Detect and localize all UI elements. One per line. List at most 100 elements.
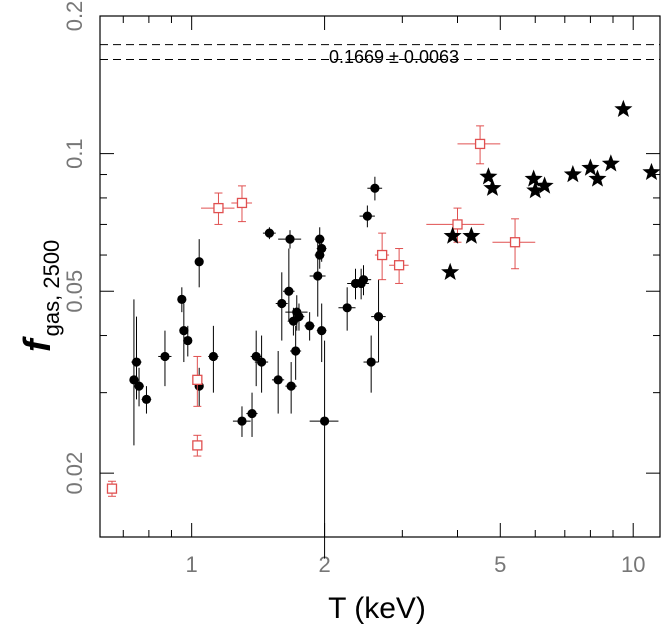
circle-marker bbox=[286, 381, 296, 391]
data-point-star bbox=[483, 178, 502, 196]
data-point-square bbox=[106, 480, 118, 497]
circle-marker bbox=[273, 375, 283, 385]
data-point-circle bbox=[129, 299, 139, 446]
x-tick-label: 1 bbox=[186, 552, 198, 577]
star-marker bbox=[563, 165, 582, 183]
circle-marker bbox=[237, 416, 247, 426]
data-point-circle bbox=[304, 312, 315, 341]
circle-marker bbox=[256, 357, 267, 367]
circle-marker bbox=[183, 335, 193, 346]
star-marker bbox=[441, 262, 460, 280]
data-point-circle bbox=[316, 236, 327, 262]
data-point-circle bbox=[371, 279, 386, 363]
circle-marker bbox=[131, 357, 142, 367]
data-point-star bbox=[462, 226, 481, 244]
data-point-star bbox=[581, 158, 600, 176]
y-axis-title: fgas, 2500 bbox=[17, 240, 64, 352]
circle-marker bbox=[317, 243, 327, 254]
data-point-circle bbox=[367, 176, 383, 201]
data-point-circle bbox=[183, 325, 193, 357]
data-point-circle bbox=[355, 265, 372, 296]
square-marker bbox=[192, 374, 203, 385]
plot-frame bbox=[99, 15, 661, 538]
square-marker bbox=[236, 197, 248, 209]
data-point-star bbox=[526, 181, 545, 199]
star-marker bbox=[462, 226, 481, 244]
data-point-square bbox=[389, 248, 409, 284]
circle-marker bbox=[291, 346, 301, 356]
square-marker bbox=[192, 440, 203, 451]
square-marker bbox=[106, 483, 118, 494]
circle-marker bbox=[177, 294, 187, 304]
star-marker bbox=[524, 169, 543, 187]
data-point-circle bbox=[316, 303, 327, 363]
square-marker bbox=[474, 138, 486, 150]
star-marker bbox=[588, 169, 607, 187]
data-point-star bbox=[535, 176, 554, 194]
data-point-square bbox=[426, 207, 485, 243]
star-marker bbox=[443, 226, 462, 244]
circle-marker bbox=[317, 326, 327, 336]
data-point-circle bbox=[285, 362, 297, 414]
data-point-circle bbox=[194, 239, 204, 288]
data-point-star bbox=[563, 165, 582, 183]
data-point-star bbox=[443, 226, 462, 244]
circle-marker bbox=[370, 183, 380, 193]
data-point-square bbox=[192, 355, 203, 407]
data-point-circle bbox=[133, 367, 145, 407]
data-point-circle bbox=[262, 227, 276, 240]
data-point-circle bbox=[208, 325, 219, 393]
data-point-circle bbox=[309, 340, 339, 559]
circle-marker bbox=[294, 312, 304, 322]
data-point-circle bbox=[275, 272, 288, 341]
data-point-square bbox=[457, 125, 501, 165]
x-tick-label: 10 bbox=[621, 552, 645, 577]
square-marker bbox=[393, 260, 405, 271]
star-marker bbox=[581, 158, 600, 176]
circle-marker bbox=[277, 298, 287, 309]
data-point-star bbox=[642, 162, 661, 181]
data-points bbox=[106, 99, 661, 559]
circle-marker bbox=[179, 326, 189, 336]
x-axis-title: T (keV) bbox=[328, 592, 426, 625]
circle-marker bbox=[284, 286, 294, 296]
star-marker bbox=[601, 154, 620, 172]
circle-marker bbox=[342, 303, 352, 313]
circle-marker bbox=[134, 381, 144, 391]
data-point-star bbox=[441, 262, 460, 280]
data-point-star bbox=[479, 167, 498, 185]
data-point-circle bbox=[254, 335, 269, 393]
data-point-circle bbox=[232, 406, 251, 437]
circle-marker bbox=[366, 357, 376, 367]
data-point-circle bbox=[282, 248, 295, 322]
star-marker bbox=[526, 181, 545, 199]
data-point-circle bbox=[290, 325, 302, 380]
data-point-square bbox=[374, 232, 390, 281]
y-tick-label: 0.02 bbox=[62, 452, 87, 495]
x-tick-label: 5 bbox=[494, 552, 506, 577]
star-marker bbox=[614, 99, 633, 117]
y-tick-label: 0.1 bbox=[62, 138, 87, 169]
circle-marker bbox=[319, 416, 330, 426]
data-point-circle bbox=[177, 287, 187, 313]
data-point-circle bbox=[363, 335, 379, 393]
data-point-star bbox=[614, 99, 633, 117]
data-point-circle bbox=[271, 351, 285, 414]
circle-marker bbox=[141, 394, 152, 404]
reference-band-label: 0.1669 ± 0.0063 bbox=[329, 47, 459, 67]
y-axis-title-subscript: gas, 2500 bbox=[39, 240, 64, 337]
data-point-circle bbox=[158, 330, 172, 387]
data-point-square bbox=[201, 192, 235, 225]
star-marker bbox=[483, 178, 502, 196]
circle-marker bbox=[315, 234, 325, 244]
svg-text:fgas, 2500: fgas, 2500 bbox=[17, 240, 64, 352]
data-point-star bbox=[524, 169, 543, 187]
square-marker bbox=[509, 237, 521, 248]
circle-marker bbox=[264, 228, 275, 238]
star-marker bbox=[642, 162, 661, 181]
circle-marker bbox=[305, 321, 315, 331]
data-point-square bbox=[492, 218, 536, 270]
circle-marker bbox=[313, 271, 323, 281]
circle-marker bbox=[358, 275, 369, 285]
